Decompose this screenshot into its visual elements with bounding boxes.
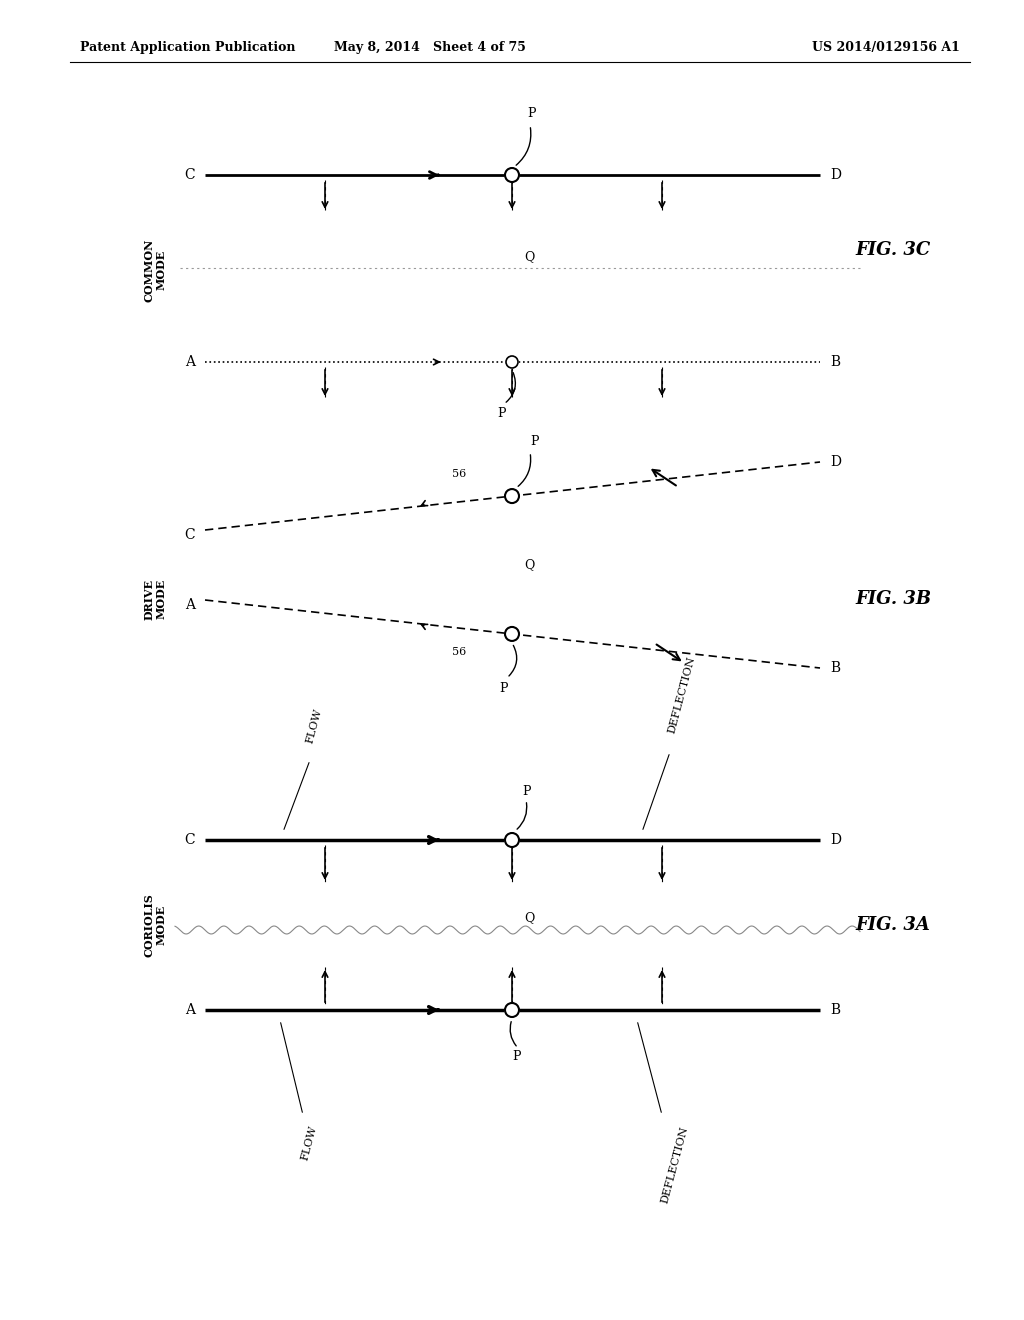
Text: B: B <box>830 355 840 370</box>
Text: D: D <box>830 168 841 182</box>
Text: A: A <box>185 355 195 370</box>
Circle shape <box>505 168 519 182</box>
Text: Q: Q <box>524 911 535 924</box>
Text: Patent Application Publication: Patent Application Publication <box>80 41 296 54</box>
Text: 56: 56 <box>452 647 466 657</box>
Text: US 2014/0129156 A1: US 2014/0129156 A1 <box>812 41 961 54</box>
Text: COMMON
MODE: COMMON MODE <box>143 239 167 302</box>
Text: May 8, 2014   Sheet 4 of 75: May 8, 2014 Sheet 4 of 75 <box>334 41 526 54</box>
Text: A: A <box>185 598 195 612</box>
Circle shape <box>505 488 519 503</box>
Circle shape <box>505 627 519 642</box>
Text: B: B <box>830 661 840 675</box>
Text: DEFLECTION: DEFLECTION <box>660 1125 690 1204</box>
Text: A: A <box>185 1003 195 1016</box>
Text: P: P <box>530 436 539 447</box>
Text: FIG. 3C: FIG. 3C <box>855 242 930 259</box>
Text: DRIVE
MODE: DRIVE MODE <box>143 578 167 619</box>
Text: D: D <box>830 833 841 847</box>
Text: FLOW: FLOW <box>305 708 324 744</box>
Text: C: C <box>184 833 195 847</box>
Text: P: P <box>522 785 530 799</box>
Text: P: P <box>500 682 508 694</box>
Text: FIG. 3A: FIG. 3A <box>855 916 930 935</box>
Text: C: C <box>184 528 195 543</box>
Text: FIG. 3B: FIG. 3B <box>855 590 931 609</box>
Text: P: P <box>527 107 536 120</box>
Circle shape <box>505 833 519 847</box>
Text: B: B <box>830 1003 840 1016</box>
Circle shape <box>505 1003 519 1016</box>
Text: 56: 56 <box>452 469 466 479</box>
Text: Q: Q <box>524 249 535 263</box>
Text: C: C <box>184 168 195 182</box>
Text: CORIOLIS
MODE: CORIOLIS MODE <box>143 894 167 957</box>
Text: P: P <box>513 1049 521 1063</box>
Text: D: D <box>830 455 841 469</box>
Text: P: P <box>498 407 506 420</box>
Text: DEFLECTION: DEFLECTION <box>667 656 697 735</box>
Circle shape <box>506 356 518 368</box>
Text: FLOW: FLOW <box>300 1125 318 1162</box>
Text: Q: Q <box>524 558 535 572</box>
